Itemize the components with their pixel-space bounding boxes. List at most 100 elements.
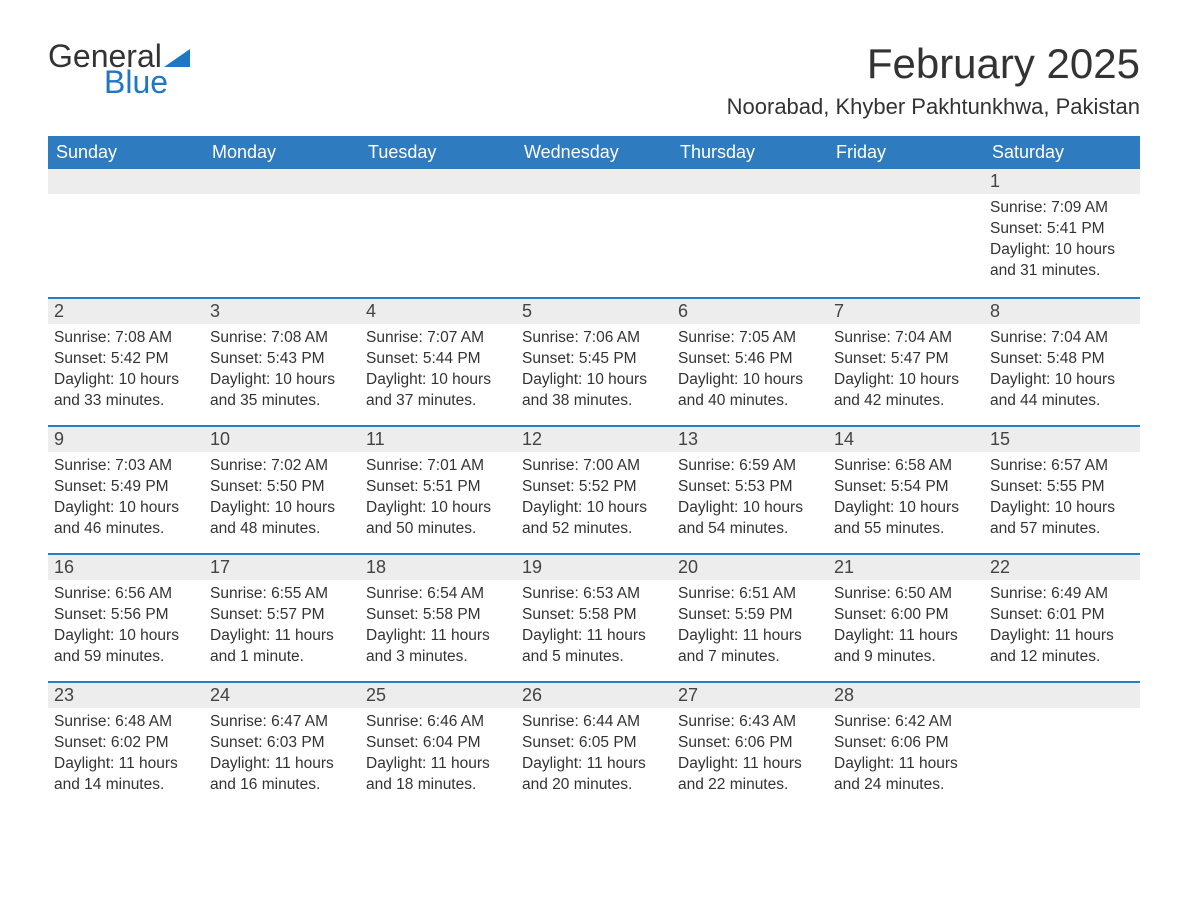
day-number: 2 bbox=[54, 301, 64, 321]
label: Daylight: bbox=[210, 755, 275, 772]
day-number-row: 23 bbox=[48, 681, 204, 708]
day-info-line: Sunset: 6:00 PM bbox=[834, 605, 978, 626]
value: 5:47 PM bbox=[891, 350, 949, 367]
day-info-line: Sunset: 5:52 PM bbox=[522, 477, 666, 498]
day-number-row bbox=[828, 169, 984, 194]
day-number: 5 bbox=[522, 301, 532, 321]
header: General Blue February 2025 Noorabad, Khy… bbox=[48, 40, 1140, 120]
day-info-line: Sunrise: 7:08 AM bbox=[210, 328, 354, 349]
day-info-line: Sunrise: 6:42 AM bbox=[834, 712, 978, 733]
day-number-row bbox=[672, 169, 828, 194]
label: Sunrise: bbox=[990, 199, 1051, 216]
day-body bbox=[48, 194, 204, 208]
label: Daylight: bbox=[522, 371, 587, 388]
value: 6:03 PM bbox=[267, 734, 325, 751]
value: 5:48 PM bbox=[1047, 350, 1105, 367]
day-body: Sunrise: 6:50 AMSunset: 6:00 PMDaylight:… bbox=[828, 580, 984, 678]
value: 5:58 PM bbox=[579, 606, 637, 623]
day-info-line: Sunrise: 6:56 AM bbox=[54, 584, 198, 605]
label: Daylight: bbox=[678, 755, 743, 772]
day-info-line: Daylight: 11 hours and 16 minutes. bbox=[210, 754, 354, 796]
label: Sunset: bbox=[678, 606, 735, 623]
day-info-line: Sunrise: 6:55 AM bbox=[210, 584, 354, 605]
value: 7:09 AM bbox=[1051, 199, 1108, 216]
day-number: 8 bbox=[990, 301, 1000, 321]
day-info-line: Sunrise: 6:53 AM bbox=[522, 584, 666, 605]
day-info-line: Daylight: 10 hours and 50 minutes. bbox=[366, 498, 510, 540]
day-info-line: Daylight: 11 hours and 24 minutes. bbox=[834, 754, 978, 796]
day-info-line: Daylight: 10 hours and 33 minutes. bbox=[54, 370, 198, 412]
value: 5:42 PM bbox=[111, 350, 169, 367]
day-number-row: 12 bbox=[516, 425, 672, 452]
label: Sunset: bbox=[834, 478, 891, 495]
day-number-row: 20 bbox=[672, 553, 828, 580]
calendar-cell: 13Sunrise: 6:59 AMSunset: 5:53 PMDayligh… bbox=[672, 425, 828, 553]
label: Daylight: bbox=[678, 499, 743, 516]
calendar-cell: 17Sunrise: 6:55 AMSunset: 5:57 PMDayligh… bbox=[204, 553, 360, 681]
day-body bbox=[204, 194, 360, 208]
day-number-row: 22 bbox=[984, 553, 1140, 580]
day-number-row: 9 bbox=[48, 425, 204, 452]
label: Daylight: bbox=[366, 627, 431, 644]
weekday-header: Sunday bbox=[48, 136, 204, 169]
value: 5:46 PM bbox=[735, 350, 793, 367]
value: 7:02 AM bbox=[271, 457, 328, 474]
calendar-cell bbox=[48, 169, 204, 297]
day-info-line: Sunset: 6:03 PM bbox=[210, 733, 354, 754]
day-info-line: Daylight: 10 hours and 55 minutes. bbox=[834, 498, 978, 540]
day-info-line: Sunrise: 6:54 AM bbox=[366, 584, 510, 605]
day-number-row: 18 bbox=[360, 553, 516, 580]
label: Daylight: bbox=[210, 627, 275, 644]
label: Sunset: bbox=[834, 606, 891, 623]
day-number: 20 bbox=[678, 557, 698, 577]
day-info-line: Daylight: 11 hours and 1 minute. bbox=[210, 626, 354, 668]
day-info-line: Daylight: 10 hours and 48 minutes. bbox=[210, 498, 354, 540]
day-number: 3 bbox=[210, 301, 220, 321]
value: 5:43 PM bbox=[267, 350, 325, 367]
label: Daylight: bbox=[678, 371, 743, 388]
day-info-line: Sunrise: 7:03 AM bbox=[54, 456, 198, 477]
day-info-line: Sunrise: 6:43 AM bbox=[678, 712, 822, 733]
day-info-line: Sunset: 5:42 PM bbox=[54, 349, 198, 370]
value: 7:05 AM bbox=[739, 329, 796, 346]
day-info-line: Sunset: 5:55 PM bbox=[990, 477, 1134, 498]
label: Sunrise: bbox=[678, 585, 739, 602]
day-number-row: 28 bbox=[828, 681, 984, 708]
month-title: February 2025 bbox=[727, 40, 1140, 88]
label: Daylight: bbox=[54, 755, 119, 772]
calendar-cell: 9 Sunrise: 7:03 AMSunset: 5:49 PMDaylight… bbox=[48, 425, 204, 553]
day-number-row: 13 bbox=[672, 425, 828, 452]
value: 6:01 PM bbox=[1047, 606, 1105, 623]
label: Sunset: bbox=[990, 220, 1047, 237]
label: Daylight: bbox=[834, 499, 899, 516]
label: Daylight: bbox=[54, 371, 119, 388]
value: 6:58 AM bbox=[895, 457, 952, 474]
day-number: 13 bbox=[678, 429, 698, 449]
day-info-line: Sunrise: 7:09 AM bbox=[990, 198, 1134, 219]
label: Daylight: bbox=[366, 755, 431, 772]
day-info-line: Daylight: 11 hours and 14 minutes. bbox=[54, 754, 198, 796]
value: 5:44 PM bbox=[423, 350, 481, 367]
day-info-line: Sunrise: 7:00 AM bbox=[522, 456, 666, 477]
location-subtitle: Noorabad, Khyber Pakhtunkhwa, Pakistan bbox=[727, 94, 1140, 120]
day-info-line: Daylight: 10 hours and 37 minutes. bbox=[366, 370, 510, 412]
value: 6:05 PM bbox=[579, 734, 637, 751]
day-info-line: Daylight: 10 hours and 57 minutes. bbox=[990, 498, 1134, 540]
label: Sunset: bbox=[54, 478, 111, 495]
day-body: Sunrise: 7:04 AMSunset: 5:48 PMDaylight:… bbox=[984, 324, 1140, 422]
calendar-cell: 5Sunrise: 7:06 AMSunset: 5:45 PMDaylight… bbox=[516, 297, 672, 425]
calendar-row: 9Sunrise: 7:03 AMSunset: 5:49 PMDaylight… bbox=[48, 425, 1140, 553]
title-block: February 2025 Noorabad, Khyber Pakhtunkh… bbox=[727, 40, 1140, 120]
day-body: Sunrise: 6:48 AMSunset: 6:02 PMDaylight:… bbox=[48, 708, 204, 806]
day-info-line: Sunset: 5:49 PM bbox=[54, 477, 198, 498]
calendar-cell: 18Sunrise: 6:54 AMSunset: 5:58 PMDayligh… bbox=[360, 553, 516, 681]
label: Daylight: bbox=[54, 499, 119, 516]
label: Sunrise: bbox=[210, 457, 271, 474]
day-number-row: 17 bbox=[204, 553, 360, 580]
calendar-cell bbox=[828, 169, 984, 297]
value: 7:08 AM bbox=[115, 329, 172, 346]
calendar-cell: 1Sunrise: 7:09 AMSunset: 5:41 PMDaylight… bbox=[984, 169, 1140, 297]
day-number-row: 14 bbox=[828, 425, 984, 452]
value: 5:57 PM bbox=[267, 606, 325, 623]
label: Sunset: bbox=[678, 478, 735, 495]
